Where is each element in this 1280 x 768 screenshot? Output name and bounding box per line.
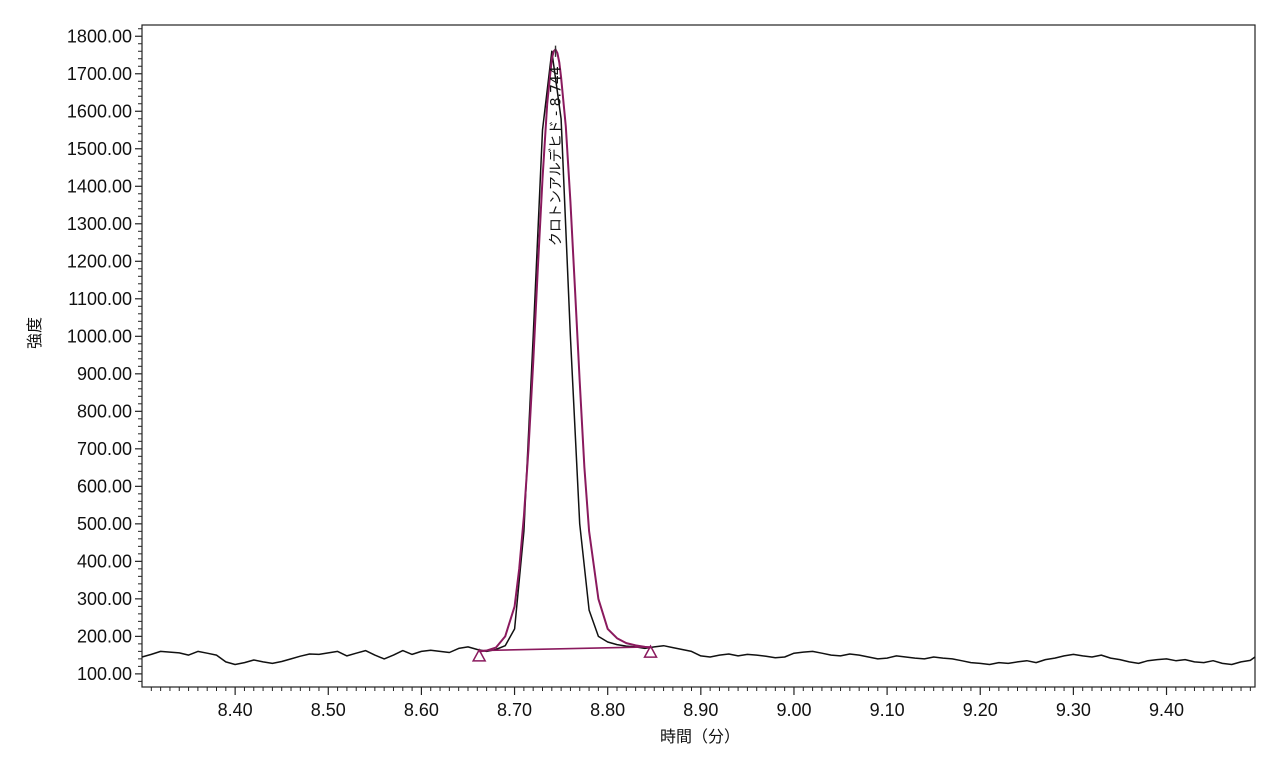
plot-frame xyxy=(141,24,1256,688)
y-tick-label: 1300.00 xyxy=(67,214,132,234)
x-tick-label: 9.00 xyxy=(776,700,811,720)
x-tick-label: 9.40 xyxy=(1149,700,1184,720)
x-tick-label: 8.40 xyxy=(218,700,253,720)
ticks: 100.00 200.00 300.00 400.00 500.00 600.00 700.… xyxy=(67,26,1251,720)
y-tick-label: 300.00 xyxy=(77,589,132,609)
x-axis-title: 時間（分） xyxy=(660,727,740,746)
y-tick-label: 200.00 xyxy=(77,626,132,646)
x-tick-label: 8.80 xyxy=(590,700,625,720)
x-tick-label: 8.70 xyxy=(497,700,532,720)
peak-marker-triangle xyxy=(643,644,658,658)
x-tick-label: 8.90 xyxy=(683,700,718,720)
x-tick-label: 8.50 xyxy=(311,700,346,720)
y-tick-label: 1200.00 xyxy=(67,251,132,271)
y-tick-label: 100.00 xyxy=(77,664,132,684)
y-tick-label: 400.00 xyxy=(77,551,132,571)
integrated-peak-trace xyxy=(479,48,651,653)
y-tick-label: 1000.00 xyxy=(67,326,132,346)
y-tick-label: 1800.00 xyxy=(67,26,132,46)
peak-baseline xyxy=(479,646,651,652)
x-tick-label: 9.30 xyxy=(1056,700,1091,720)
y-tick-label: 1600.00 xyxy=(67,101,132,121)
x-tick-label: 8.60 xyxy=(404,700,439,720)
y-tick-label: 900.00 xyxy=(77,364,132,384)
y-tick-label: 500.00 xyxy=(77,514,132,534)
peak-label: クロトンアルデヒド - 8.744 xyxy=(548,66,565,246)
x-tick-label: 9.10 xyxy=(870,700,905,720)
y-tick-label: 800.00 xyxy=(77,401,132,421)
axes xyxy=(141,24,1256,688)
y-tick-label: 700.00 xyxy=(77,439,132,459)
y-tick-label: 1700.00 xyxy=(67,64,132,84)
peak-marker-triangle xyxy=(471,648,487,662)
y-tick-label: 1100.00 xyxy=(68,289,132,309)
peak-markers xyxy=(471,644,658,662)
chromatogram-trace xyxy=(141,50,1256,666)
series-layer xyxy=(141,45,1256,666)
y-tick-label: 1400.00 xyxy=(67,176,132,196)
y-axis-title: 強度 xyxy=(25,317,44,349)
y-tick-label: 1500.00 xyxy=(67,139,132,159)
y-tick-label: 600.00 xyxy=(77,476,132,496)
x-tick-label: 9.20 xyxy=(963,700,998,720)
